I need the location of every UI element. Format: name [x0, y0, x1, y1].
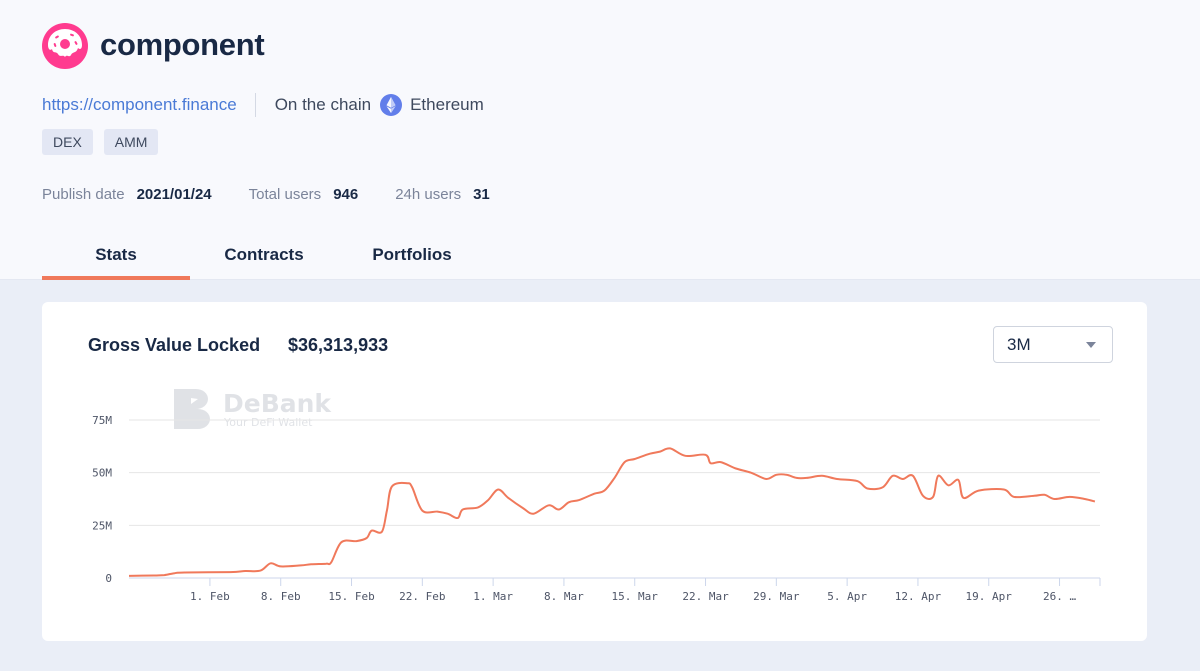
x-tick-label: 29. Mar — [753, 590, 800, 603]
total-users-value: 946 — [333, 186, 359, 203]
tab-contracts[interactable]: Contracts — [224, 245, 304, 264]
period-value: 3M — [1007, 334, 1031, 354]
x-tick-label: 12. Apr — [895, 590, 942, 603]
project-website-link[interactable]: https://component.finance — [42, 95, 237, 114]
chain-label: On the chain — [274, 95, 372, 114]
tag-dex: DEX — [42, 129, 93, 155]
gvl-chart: DeBank Your DeFi Wallet 0 25M 50M 75M 1. Fe… — [92, 389, 1101, 603]
tag-amm: AMM — [103, 129, 159, 155]
x-tick-label: 1. Feb — [190, 590, 230, 603]
gvl-amount: $36,313,933 — [288, 335, 389, 355]
project-title: component — [100, 27, 265, 62]
x-tick-label: 22. Feb — [399, 590, 445, 603]
tab-portfolios[interactable]: Portfolios — [372, 245, 452, 264]
x-tick-label: 26. … — [1043, 590, 1076, 603]
chain-name: Ethereum — [410, 95, 484, 114]
tab-bar: Stats Contracts Portfolios — [42, 232, 486, 280]
gvl-title: Gross Value Locked — [88, 335, 261, 355]
publish-date-value: 2021/01/24 — [136, 186, 212, 203]
publish-date-label: Publish date — [42, 186, 125, 203]
gvl-card: Gross Value Locked $36,313,933 3M DeBank… — [42, 302, 1147, 641]
chevron-down-icon — [1086, 341, 1096, 348]
project-stats: Publish date 2021/01/24 Total users 946 … — [42, 186, 527, 203]
watermark-brand: DeBank — [223, 389, 332, 418]
y-tick-label: 25M — [92, 519, 112, 532]
total-users-label: Total users — [248, 186, 322, 203]
y-tick-label: 50M — [92, 467, 112, 480]
x-tick-label: 15. Feb — [328, 590, 374, 603]
project-header: component https://component.finance On t… — [0, 0, 1200, 280]
project-meta: https://component.finance On the chain E… — [42, 92, 484, 118]
x-tick-label: 8. Mar — [544, 590, 584, 603]
x-tick-label: 15. Mar — [612, 590, 659, 603]
period-select[interactable]: 3M — [993, 326, 1113, 363]
tag-list: DEX AMM — [42, 129, 159, 155]
ethereum-icon — [380, 94, 403, 116]
y-tick-label: 75M — [92, 414, 112, 427]
debank-logo-icon — [174, 389, 210, 429]
meta-divider — [254, 93, 256, 117]
debank-watermark: DeBank Your DeFi Wallet — [174, 389, 332, 429]
x-tick-label: 1. Mar — [473, 590, 513, 603]
tab-stats[interactable]: Stats — [42, 232, 190, 280]
donut-icon — [42, 23, 88, 69]
x-tick-label: 8. Feb — [261, 590, 301, 603]
x-tick-label: 19. Apr — [966, 590, 1013, 603]
users-24h-value: 31 — [473, 186, 490, 203]
gvl-series-line — [128, 447, 1096, 577]
x-tick-label: 22. Mar — [682, 590, 729, 603]
users-24h-label: 24h users — [395, 186, 462, 203]
x-tick-label: 5. Apr — [827, 590, 867, 603]
watermark-tagline: Your DeFi Wallet — [223, 416, 313, 429]
y-tick-label: 0 — [105, 572, 112, 585]
